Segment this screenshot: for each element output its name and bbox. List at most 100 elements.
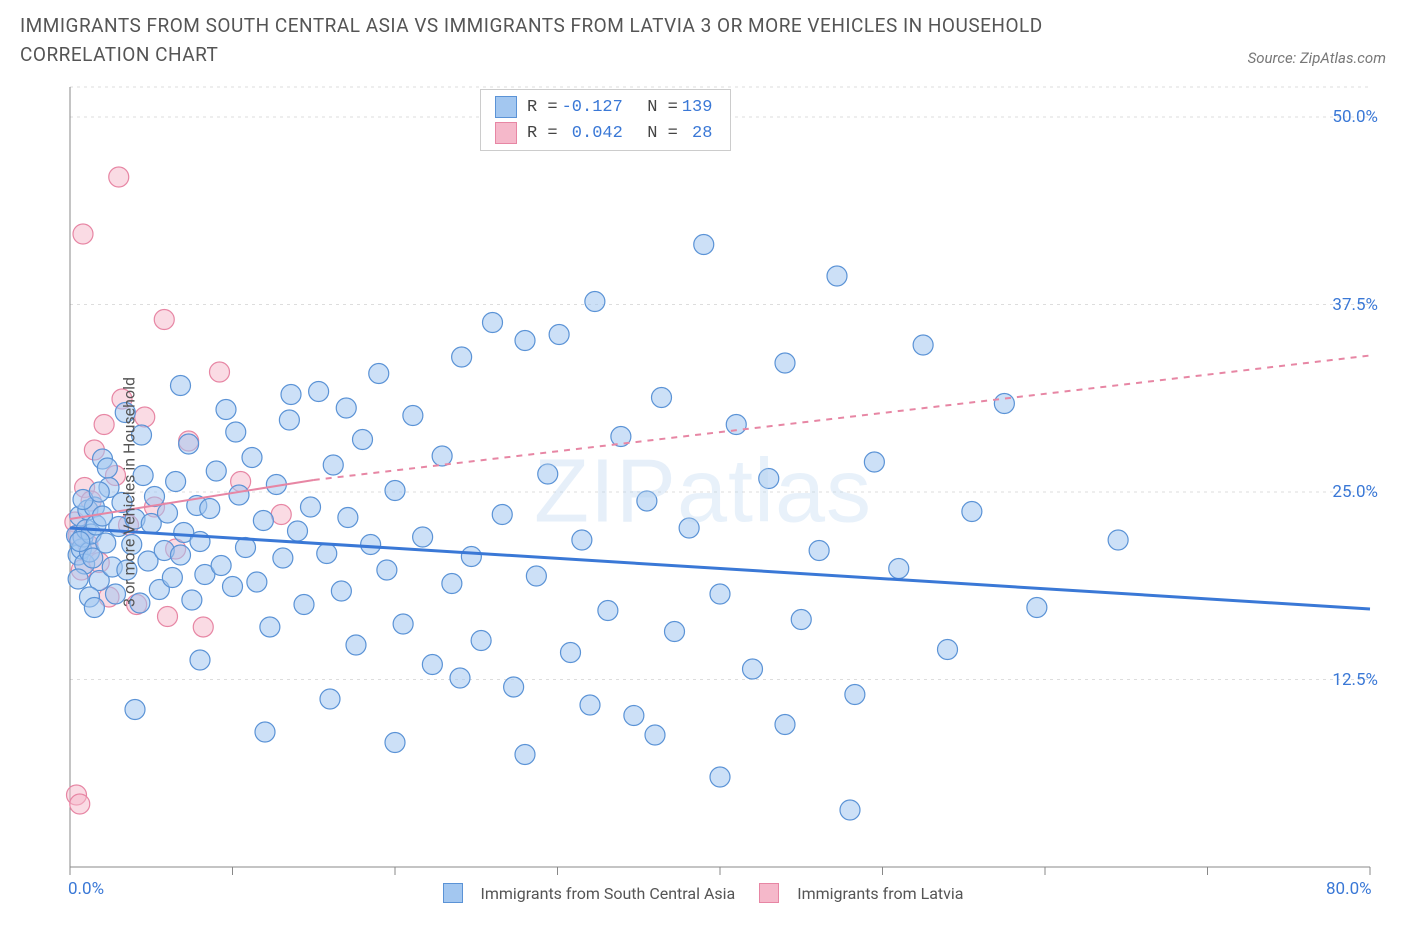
data-point: [216, 400, 236, 420]
stats-row: R = -0.127 N = 139: [481, 94, 730, 120]
stat-n-label: N =: [627, 98, 678, 117]
data-point: [840, 800, 860, 820]
data-point: [200, 499, 220, 519]
series-swatch: [495, 122, 517, 144]
data-point: [775, 353, 795, 373]
data-point: [158, 503, 178, 523]
legend-label: Immigrants from South Central Asia: [481, 884, 736, 903]
y-tick-label: 37.5%: [1332, 295, 1378, 315]
y-tick-label: 50.0%: [1332, 107, 1378, 127]
data-point: [452, 347, 472, 367]
data-point: [759, 469, 779, 489]
legend-swatch: [759, 883, 779, 903]
stat-r-value: 0.042: [562, 124, 623, 143]
stat-r-label: R =: [527, 124, 558, 143]
data-point: [294, 595, 314, 615]
data-point: [73, 224, 93, 244]
data-point: [432, 446, 452, 466]
data-point: [572, 530, 592, 550]
data-point: [331, 581, 351, 601]
y-tick-label: 12.5%: [1332, 670, 1378, 690]
data-point: [504, 677, 524, 697]
stats-row: R = 0.042 N = 28: [481, 120, 730, 146]
data-point: [193, 617, 213, 637]
source-credit: Source: ZipAtlas.com: [1248, 49, 1386, 69]
data-point: [413, 527, 433, 547]
data-point: [889, 559, 909, 579]
stat-n-label: N =: [627, 124, 678, 143]
data-point: [450, 668, 470, 688]
chart-title: IMMIGRANTS FROM SOUTH CENTRAL ASIA VS IM…: [20, 12, 1120, 69]
data-point: [320, 689, 340, 709]
data-point: [962, 502, 982, 522]
data-point: [182, 590, 202, 610]
stat-n-value: 139: [682, 98, 713, 117]
data-point: [242, 448, 262, 468]
data-point: [281, 385, 301, 405]
data-point: [323, 455, 343, 475]
data-point: [109, 167, 129, 187]
data-point: [665, 622, 685, 642]
data-point: [97, 458, 117, 478]
data-point: [84, 598, 104, 618]
chart-container: 3 or more Vehicles in Household ZIPatlas…: [20, 77, 1386, 907]
data-point: [526, 566, 546, 586]
data-point: [253, 511, 273, 531]
data-point: [338, 508, 358, 528]
data-point: [89, 482, 109, 502]
data-point: [190, 650, 210, 670]
data-point: [483, 313, 503, 333]
stats-legend-box: R = -0.127 N = 139R = 0.042 N = 28: [480, 89, 731, 151]
data-point: [492, 505, 512, 525]
data-point: [791, 610, 811, 630]
data-point: [994, 394, 1014, 414]
data-point: [710, 767, 730, 787]
data-point: [271, 505, 291, 525]
y-tick-label: 25.0%: [1332, 482, 1378, 502]
scatter-plot: [20, 77, 1386, 907]
data-point: [580, 695, 600, 715]
data-point: [260, 617, 280, 637]
data-point: [70, 532, 90, 552]
data-point: [288, 521, 308, 541]
stat-n-value: 28: [682, 124, 713, 143]
data-point: [809, 541, 829, 561]
data-point: [125, 700, 145, 720]
stat-r-value: -0.127: [562, 98, 623, 117]
data-point: [96, 533, 116, 553]
data-point: [309, 382, 329, 402]
data-point: [179, 434, 199, 454]
data-point: [154, 310, 174, 330]
data-point: [598, 601, 618, 621]
data-point: [1027, 598, 1047, 618]
data-point: [471, 631, 491, 651]
data-point: [775, 715, 795, 735]
data-point: [743, 659, 763, 679]
data-point: [353, 430, 373, 450]
data-point: [710, 584, 730, 604]
data-point: [171, 545, 191, 565]
data-point: [162, 568, 182, 588]
data-point: [247, 572, 267, 592]
data-point: [515, 331, 535, 351]
data-point: [561, 643, 581, 663]
data-point: [94, 415, 114, 435]
series-swatch: [495, 96, 517, 118]
y-axis-label: 3 or more Vehicles in Household: [120, 377, 139, 607]
data-point: [679, 518, 699, 538]
data-point: [913, 335, 933, 355]
data-point: [255, 722, 275, 742]
data-point: [403, 406, 423, 426]
data-point: [336, 398, 356, 418]
data-point: [864, 452, 884, 472]
data-point: [273, 548, 293, 568]
legend-label: Immigrants from Latvia: [797, 884, 963, 903]
data-point: [70, 794, 90, 814]
data-point: [624, 706, 644, 726]
data-point: [645, 725, 665, 745]
stat-r-label: R =: [527, 98, 558, 117]
data-point: [515, 745, 535, 765]
data-point: [694, 235, 714, 255]
data-point: [442, 574, 462, 594]
data-point: [171, 376, 191, 396]
